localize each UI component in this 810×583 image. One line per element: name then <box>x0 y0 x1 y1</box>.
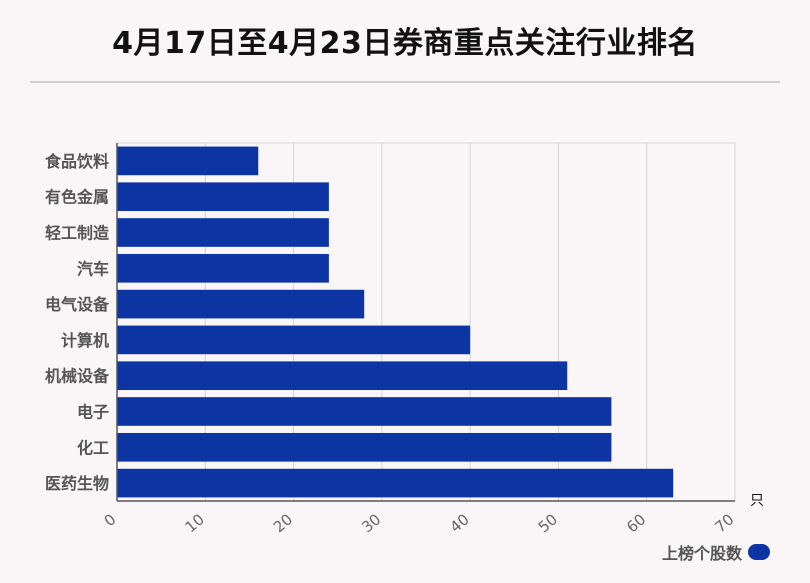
x-tick-label: 0 <box>101 510 120 530</box>
x-tick-label: 40 <box>447 510 473 536</box>
unit-label: 只 <box>750 493 764 509</box>
bar[interactable] <box>117 325 471 355</box>
bar[interactable] <box>117 218 329 247</box>
category-label: 化工 <box>77 438 109 457</box>
bar[interactable] <box>117 253 329 283</box>
category-label: 计算机 <box>61 331 109 350</box>
bar[interactable] <box>117 146 259 176</box>
chart-title: 4月17日至4月23日券商重点关注行业排名 <box>112 26 698 61</box>
category-label: 电子 <box>77 403 109 422</box>
bar[interactable] <box>117 361 568 391</box>
tick-labels: 0 10 20 30 40 50 60 70 <box>101 510 738 536</box>
category-label: 有色金属 <box>45 188 109 207</box>
category-label: 轻工制造 <box>45 224 110 243</box>
legend-label: 上榜个股数 <box>661 544 742 563</box>
x-tick-label: 10 <box>182 510 208 536</box>
bar[interactable] <box>117 397 612 426</box>
category-label: 汽车 <box>77 259 109 278</box>
bar[interactable] <box>117 289 365 319</box>
x-tick-label: 30 <box>358 510 384 536</box>
category-label: 医药生物 <box>45 474 109 493</box>
x-tick-label: 70 <box>711 510 737 536</box>
category-label: 食品饮料 <box>44 152 109 171</box>
bar[interactable] <box>117 182 329 212</box>
bar[interactable] <box>117 468 674 498</box>
x-tick-label: 50 <box>535 510 561 536</box>
x-tick-label: 60 <box>623 510 649 536</box>
bar[interactable] <box>117 432 612 462</box>
legend-swatch[interactable] <box>748 544 770 560</box>
axes <box>116 143 735 502</box>
x-tick-label: 20 <box>270 510 296 536</box>
category-label: 机械设备 <box>45 367 110 386</box>
bars <box>117 146 674 498</box>
category-label: 电气设备 <box>45 295 110 314</box>
title-divider <box>30 81 780 83</box>
legend[interactable]: 上榜个股数 <box>662 540 770 564</box>
